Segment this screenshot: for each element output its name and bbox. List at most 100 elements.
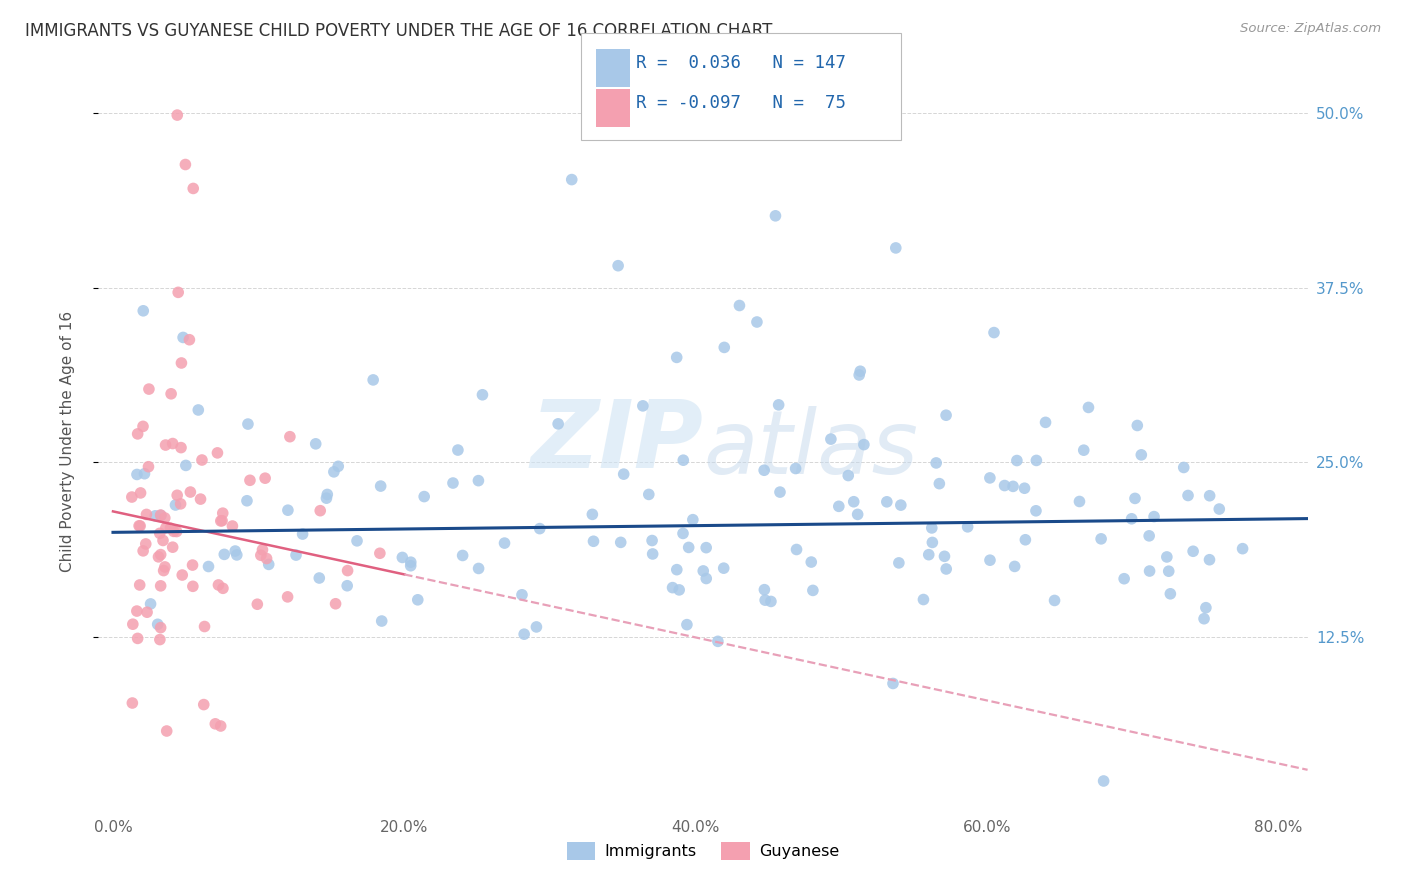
Point [135,537,157,551]
Point [207,446,229,460]
Point [368,546,391,560]
Point [513,627,536,641]
Point [256,551,278,566]
Point [935,562,957,576]
Point [413,490,436,504]
Point [494,536,516,550]
Point [169,497,191,511]
Point [181,181,204,195]
Y-axis label: Child Poverty Under the Age of 16: Child Poverty Under the Age of 16 [60,311,75,572]
Point [1005,453,1028,467]
Point [370,479,392,493]
Text: atlas: atlas [703,406,918,492]
Point [149,508,172,523]
Point [695,541,717,555]
Point [1121,512,1143,526]
Point [1014,533,1036,547]
Point [447,443,470,458]
Point [191,453,214,467]
Point [172,568,194,582]
Point [607,259,630,273]
Point [181,579,204,593]
Point [399,555,422,569]
Point [162,436,184,450]
Point [1159,587,1181,601]
Point [979,553,1001,567]
Point [828,500,851,514]
Point [190,492,212,507]
Point [129,519,152,533]
Point [1069,494,1091,508]
Text: Source: ZipAtlas.com: Source: ZipAtlas.com [1240,22,1381,36]
Point [125,604,148,618]
Point [160,386,183,401]
Point [665,351,688,365]
Point [846,508,869,522]
Point [547,417,569,431]
Point [165,498,187,512]
Point [336,564,359,578]
Point [752,463,775,477]
Point [876,495,898,509]
Point [209,719,232,733]
Point [308,571,330,585]
Point [167,285,190,300]
Point [934,549,956,564]
Point [305,437,328,451]
Point [1092,774,1115,789]
Point [309,504,332,518]
Point [765,209,787,223]
Point [1004,559,1026,574]
Point [935,408,957,422]
Point [121,696,143,710]
Point [156,724,179,739]
Point [526,620,548,634]
Point [1198,552,1220,566]
Point [1130,448,1153,462]
Point [135,508,157,522]
Point [1025,453,1047,467]
Point [155,521,177,535]
Point [207,578,229,592]
Point [983,326,1005,340]
Text: R = -0.097   N =  75: R = -0.097 N = 75 [636,94,845,112]
Point [668,582,690,597]
Point [1173,460,1195,475]
Point [127,632,149,646]
Point [884,241,907,255]
Point [163,524,186,539]
Point [315,491,337,505]
Point [153,511,176,525]
Point [127,426,149,441]
Point [661,581,683,595]
Point [441,476,464,491]
Point [800,555,823,569]
Point [1137,529,1160,543]
Point [152,564,174,578]
Point [451,549,474,563]
Point [837,468,859,483]
Point [174,157,197,171]
Point [785,461,807,475]
Point [665,563,688,577]
Point [155,438,177,452]
Legend: Immigrants, Guyanese: Immigrants, Guyanese [560,836,846,867]
Point [582,534,605,549]
Point [979,471,1001,485]
Point [148,549,170,564]
Point [166,524,188,539]
Point [609,535,631,549]
Point [212,582,235,596]
Point [768,398,790,412]
Point [121,617,143,632]
Point [361,373,384,387]
Point [672,453,695,467]
Point [1090,532,1112,546]
Point [336,579,359,593]
Point [682,513,704,527]
Point [707,634,730,648]
Point [179,485,201,500]
Point [1025,504,1047,518]
Point [149,548,172,562]
Point [179,333,201,347]
